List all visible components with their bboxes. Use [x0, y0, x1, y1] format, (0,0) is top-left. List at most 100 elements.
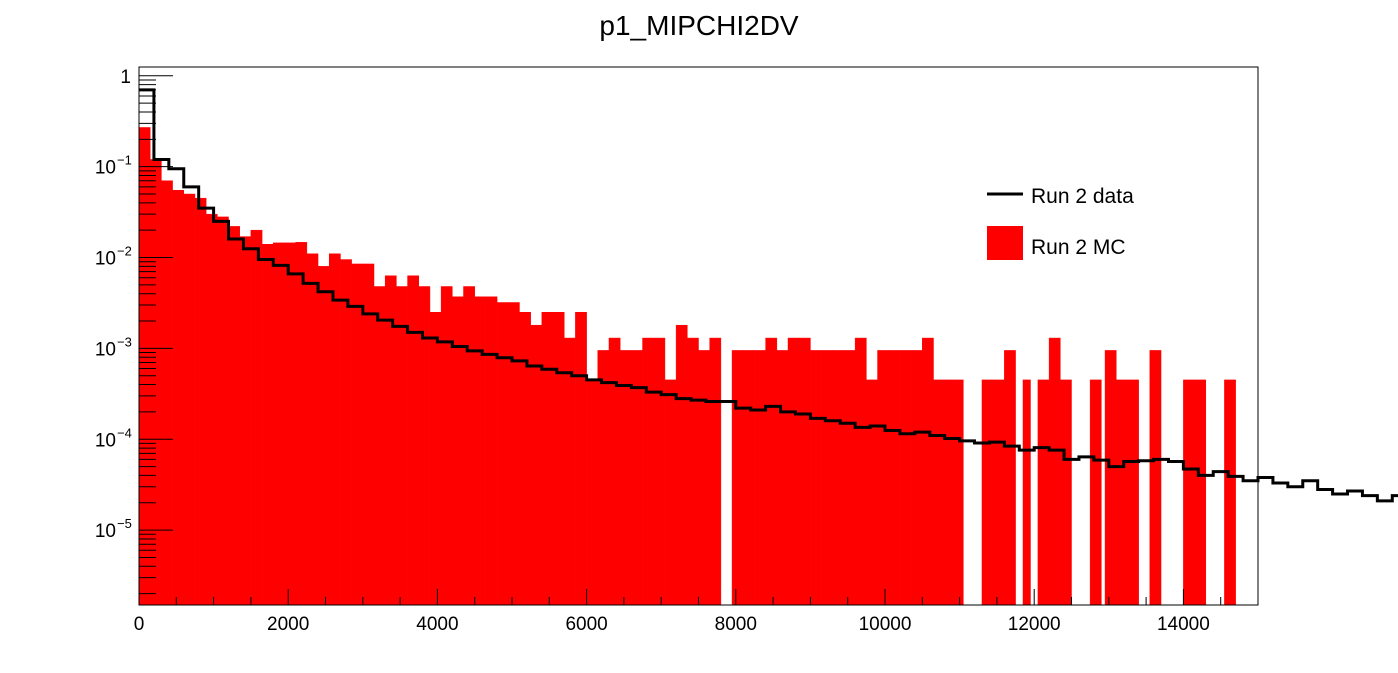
mc-bin-31 — [485, 296, 498, 606]
y-tick-label: 10 — [95, 339, 116, 360]
mc-bin-28 — [452, 296, 464, 606]
mc-bin-24 — [407, 275, 419, 606]
mc-bin-10 — [250, 229, 263, 606]
mc-bin-2 — [161, 180, 173, 606]
mc-bin-29 — [463, 286, 475, 606]
mc-bin-73 — [981, 379, 1005, 606]
mc-bin-9 — [239, 236, 252, 606]
mc-bin-30 — [474, 296, 487, 606]
mc-bin-68 — [910, 350, 923, 606]
y-tick-exponent: −2 — [117, 244, 132, 259]
x-tick-label: 12000 — [1008, 614, 1061, 635]
mc-bin-61 — [832, 350, 845, 606]
mc-bin-11 — [261, 244, 274, 606]
mc-bin-16 — [317, 266, 330, 606]
x-tick-label: 8000 — [715, 614, 757, 635]
mc-bin-56 — [776, 350, 789, 606]
mc-bin-23 — [396, 286, 408, 606]
mc-bin-27 — [440, 286, 453, 606]
x-tick-label: 10000 — [859, 614, 912, 635]
y-tick-label: 10 — [95, 158, 116, 179]
mc-bin-6 — [205, 213, 218, 606]
legend-mc-label: Run 2 MC — [1031, 236, 1126, 259]
mc-bin-48 — [675, 324, 688, 606]
mc-bin-60 — [821, 350, 834, 606]
mc-bin-41 — [597, 350, 610, 606]
y-tick-label: 10 — [95, 249, 116, 270]
data-step-line — [139, 88, 1398, 503]
mc-bin-14 — [295, 242, 308, 606]
mc-bin-40 — [586, 379, 599, 606]
mc-bin-67 — [899, 350, 912, 606]
mc-bin-25 — [418, 286, 431, 606]
mc-bin-13 — [284, 242, 296, 606]
mc-bin-81 — [1116, 379, 1139, 606]
mc-bin-51 — [709, 337, 722, 606]
mc-bin-59 — [810, 350, 822, 606]
mc-bin-37 — [552, 311, 565, 606]
mc-bin-7 — [217, 216, 229, 606]
mc-bin-77 — [1048, 337, 1061, 606]
mc-bin-54 — [754, 350, 766, 606]
mc-bin-69 — [922, 337, 934, 606]
mc-bin-83 — [1183, 379, 1207, 606]
mc-bin-32 — [496, 302, 509, 606]
mc-bin-5 — [194, 197, 207, 606]
mc-bin-76 — [1037, 379, 1050, 606]
mc-bin-46 — [653, 337, 666, 606]
mc-bin-64 — [866, 379, 878, 606]
mc-bin-82 — [1149, 350, 1162, 606]
mc-bin-55 — [765, 337, 778, 606]
mc-bin-66 — [888, 350, 901, 606]
mc-bin-75 — [1022, 379, 1031, 606]
y-axis: 110−110−210−310−410−5 — [95, 67, 173, 595]
legend: Run 2 data Run 2 MC — [987, 185, 1134, 260]
mc-bin-43 — [619, 350, 632, 606]
mc-bin-52 — [731, 350, 744, 606]
mc-bin-38 — [563, 337, 576, 606]
mc-bin-12 — [273, 242, 285, 606]
y-tick-exponent: −1 — [117, 153, 132, 168]
mc-bin-4 — [183, 193, 196, 606]
y-tick-label: 10 — [95, 430, 116, 451]
mc-bin-70 — [933, 379, 945, 606]
mc-bin-34 — [519, 311, 531, 606]
mc-bin-21 — [373, 286, 386, 606]
x-tick-label: 0 — [134, 614, 145, 635]
mc-bin-74 — [1004, 350, 1016, 606]
x-tick-label: 14000 — [1157, 614, 1210, 635]
mc-bin-62 — [843, 350, 856, 606]
mc-bin-0 — [138, 127, 151, 606]
mc-bin-3 — [172, 190, 185, 606]
mc-bin-45 — [642, 337, 654, 606]
x-tick-label: 4000 — [416, 614, 458, 635]
chart-title: p1_MIPCHI2DV — [599, 10, 799, 41]
mc-bin-53 — [743, 350, 755, 606]
mc-bin-19 — [351, 263, 364, 606]
mc-bin-8 — [228, 226, 240, 606]
x-axis: 0 2000 4000 6000 8000 10000 12000 14000 — [134, 589, 1259, 635]
mc-bin-57 — [787, 337, 800, 606]
y-tick-label: 10 — [95, 521, 116, 542]
mc-bin-65 — [877, 350, 889, 606]
mc-bin-1 — [149, 159, 162, 606]
mc-bin-63 — [854, 337, 867, 606]
mc-bin-18 — [340, 259, 352, 606]
mc-bin-49 — [687, 337, 699, 606]
mc-bin-42 — [608, 337, 621, 606]
y-tick-label: 1 — [120, 67, 131, 88]
mc-bin-84 — [1224, 379, 1236, 606]
data-histogram — [139, 88, 1398, 503]
mc-bin-80 — [1104, 350, 1117, 606]
mc-bin-26 — [429, 311, 442, 606]
mc-bin-72 — [955, 379, 964, 606]
mc-bin-71 — [944, 379, 957, 606]
mc-bin-78 — [1060, 379, 1072, 606]
y-tick-exponent: −3 — [117, 334, 132, 349]
legend-data-label: Run 2 data — [1031, 185, 1134, 208]
mc-bin-17 — [328, 253, 341, 606]
mc-bin-50 — [698, 350, 710, 606]
mc-bin-79 — [1089, 379, 1102, 606]
mc-bin-58 — [798, 337, 811, 606]
